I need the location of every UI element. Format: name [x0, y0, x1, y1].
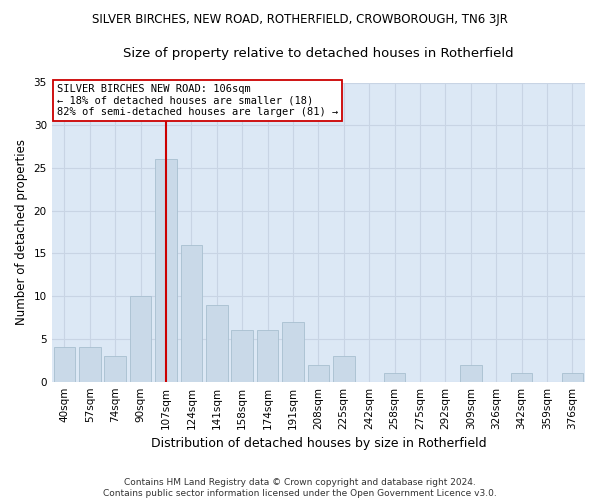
Title: Size of property relative to detached houses in Rotherfield: Size of property relative to detached ho… [123, 48, 514, 60]
X-axis label: Distribution of detached houses by size in Rotherfield: Distribution of detached houses by size … [151, 437, 486, 450]
Bar [333, 356, 355, 382]
Bar [511, 373, 532, 382]
Bar [232, 330, 253, 382]
Bar [562, 373, 583, 382]
Text: SILVER BIRCHES, NEW ROAD, ROTHERFIELD, CROWBOROUGH, TN6 3JR: SILVER BIRCHES, NEW ROAD, ROTHERFIELD, C… [92, 12, 508, 26]
Bar [460, 364, 482, 382]
Bar [155, 160, 177, 382]
Bar [308, 364, 329, 382]
Y-axis label: Number of detached properties: Number of detached properties [15, 139, 28, 325]
Bar [79, 348, 101, 382]
Bar [104, 356, 126, 382]
Text: Contains HM Land Registry data © Crown copyright and database right 2024.
Contai: Contains HM Land Registry data © Crown c… [103, 478, 497, 498]
Bar [181, 245, 202, 382]
Bar [257, 330, 278, 382]
Bar [206, 304, 227, 382]
Text: SILVER BIRCHES NEW ROAD: 106sqm
← 18% of detached houses are smaller (18)
82% of: SILVER BIRCHES NEW ROAD: 106sqm ← 18% of… [57, 84, 338, 117]
Bar [384, 373, 406, 382]
Bar [130, 296, 151, 382]
Bar [53, 348, 75, 382]
Bar [282, 322, 304, 382]
